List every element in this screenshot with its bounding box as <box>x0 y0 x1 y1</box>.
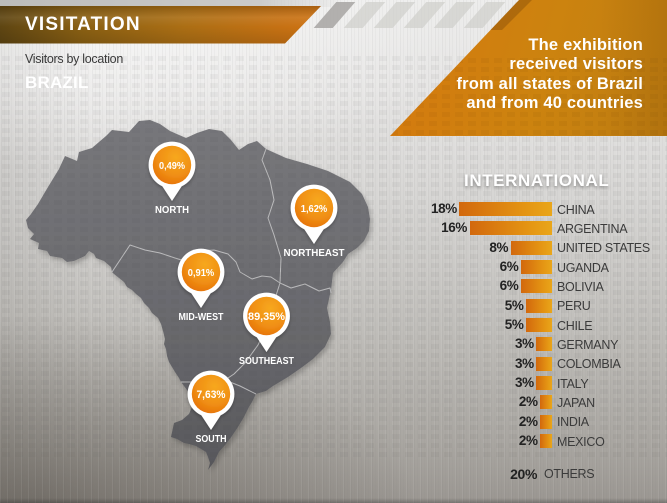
svg-text:1,62%: 1,62% <box>301 203 328 215</box>
svg-text:NORTHEAST: NORTHEAST <box>284 248 345 259</box>
svg-text:NORTH: NORTH <box>155 205 189 216</box>
svg-text:89,35%: 89,35% <box>248 311 285 323</box>
svg-text:0,49%: 0,49% <box>159 160 186 172</box>
svg-text:7,63%: 7,63% <box>197 389 226 401</box>
svg-text:MID-WEST: MID-WEST <box>179 312 224 323</box>
svg-text:SOUTHEAST: SOUTHEAST <box>239 356 294 367</box>
svg-text:0,91%: 0,91% <box>188 267 215 279</box>
svg-text:SOUTH: SOUTH <box>196 434 227 445</box>
